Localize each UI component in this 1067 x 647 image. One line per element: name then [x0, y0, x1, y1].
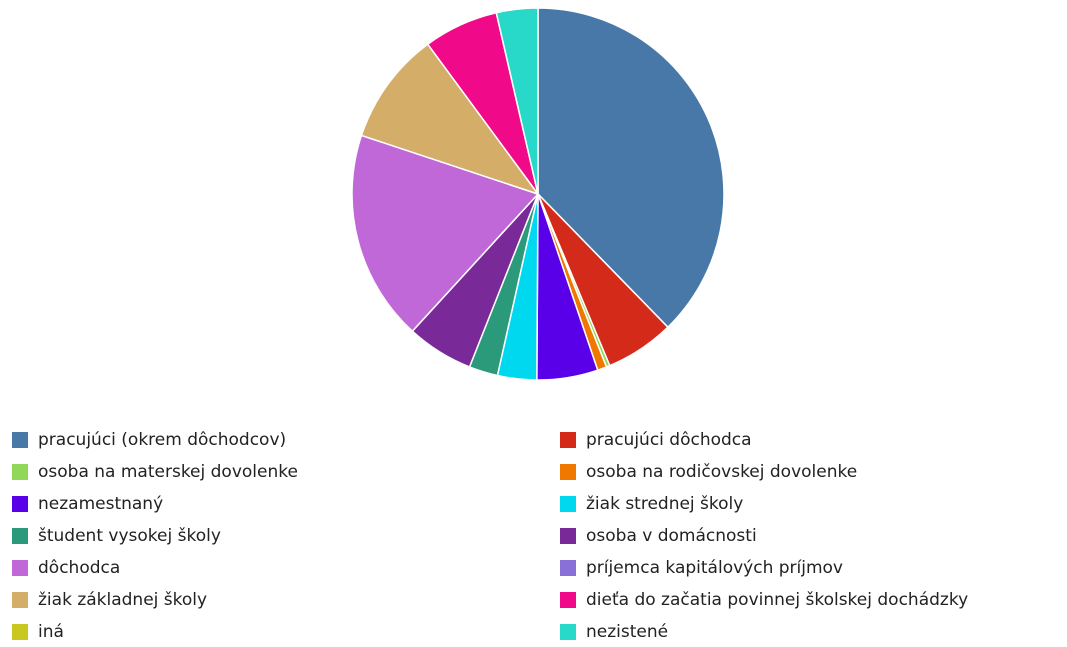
legend-label: študent vysokej školy [38, 526, 221, 546]
legend-swatch [12, 592, 28, 608]
legend-label: nezamestnaný [38, 494, 163, 514]
legend-label: iná [38, 622, 64, 642]
pie-slice [537, 7, 725, 329]
pie-slice [495, 7, 539, 195]
legend-label: pracujúci dôchodca [586, 430, 752, 450]
legend-label: osoba na rodičovskej dovolenke [586, 462, 857, 482]
legend-swatch [12, 560, 28, 576]
legend-swatch [12, 496, 28, 512]
legend-swatch [560, 592, 576, 608]
legend-label: dieťa do začatia povinnej školskej dochá… [586, 590, 968, 610]
legend-label: príjemca kapitálových príjmov [586, 558, 843, 578]
legend-swatch [560, 624, 576, 640]
legend-label: dôchodca [38, 558, 120, 578]
legend-swatch [12, 432, 28, 448]
legend-swatch [560, 432, 576, 448]
legend-swatch [560, 464, 576, 480]
legend-swatch [560, 496, 576, 512]
legend-swatch [12, 528, 28, 544]
legend-label: nezistené [586, 622, 668, 642]
legend-label: osoba na materskej dovolenke [38, 462, 298, 482]
legend-swatch [560, 560, 576, 576]
legend-swatch [560, 528, 576, 544]
pie-slice [360, 43, 541, 196]
pie-slice [351, 134, 540, 333]
legend-label: osoba v domácnosti [586, 526, 757, 546]
legend-label: pracujúci (okrem dôchodcov) [38, 430, 286, 450]
legend-swatch [12, 464, 28, 480]
legend-swatch [12, 624, 28, 640]
legend-label: žiak základnej školy [38, 590, 207, 610]
legend-label: žiak strednej školy [586, 494, 743, 514]
